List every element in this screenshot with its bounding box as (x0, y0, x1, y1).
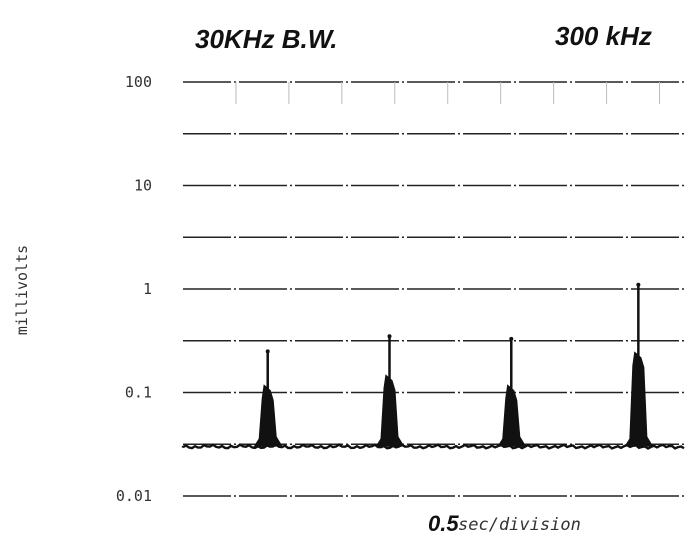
y-tick-label: 10 (134, 177, 152, 195)
y-tick-labels: 100 10 1 0.1 0.01 (116, 73, 152, 505)
y-tick-label: 100 (125, 73, 152, 91)
pulse-peak-1 (265, 349, 270, 354)
y-tick-label: 0.01 (116, 487, 152, 505)
signal-trace (181, 282, 685, 450)
pulse-peak-2 (387, 334, 392, 339)
y-tick-label: 0.1 (125, 384, 152, 402)
pulse-peak-4 (636, 282, 641, 287)
x-axis-scale-unit: sec/division (458, 515, 581, 535)
y-axis-label: millivolts (13, 245, 31, 335)
chart-title-right: 300 kHz (555, 21, 652, 51)
chart-title-left: 30KHz B.W. (195, 24, 338, 54)
x-axis-scale-value: 0.5 (428, 511, 459, 536)
noise-floor-trace (181, 443, 685, 450)
y-tick-label: 1 (143, 280, 152, 298)
pulse-peak-3 (509, 336, 514, 341)
gridlines (183, 81, 686, 497)
